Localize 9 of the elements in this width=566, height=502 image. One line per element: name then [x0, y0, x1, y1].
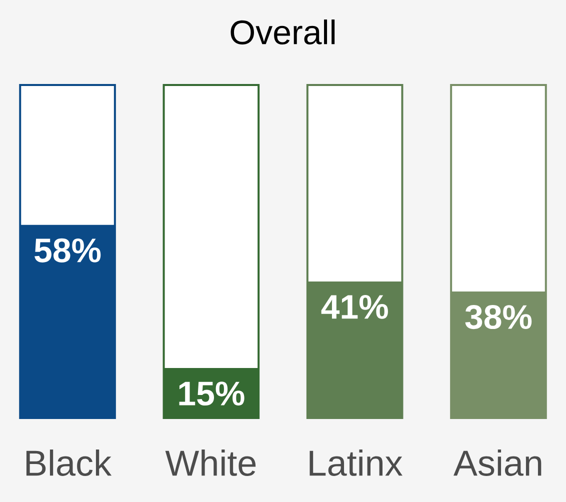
x-tick-label: Latinx: [310, 450, 402, 476]
data-label: 41%: [321, 294, 388, 319]
x-tick-label: Black: [26, 450, 112, 476]
x-tick-label: Asian: [454, 450, 542, 476]
chart-title: Overall: [230, 20, 335, 44]
x-tick-label: White: [165, 450, 256, 476]
data-label: 58%: [34, 238, 101, 262]
data-label: 38%: [465, 304, 532, 330]
data-label: 15%: [179, 382, 244, 406]
